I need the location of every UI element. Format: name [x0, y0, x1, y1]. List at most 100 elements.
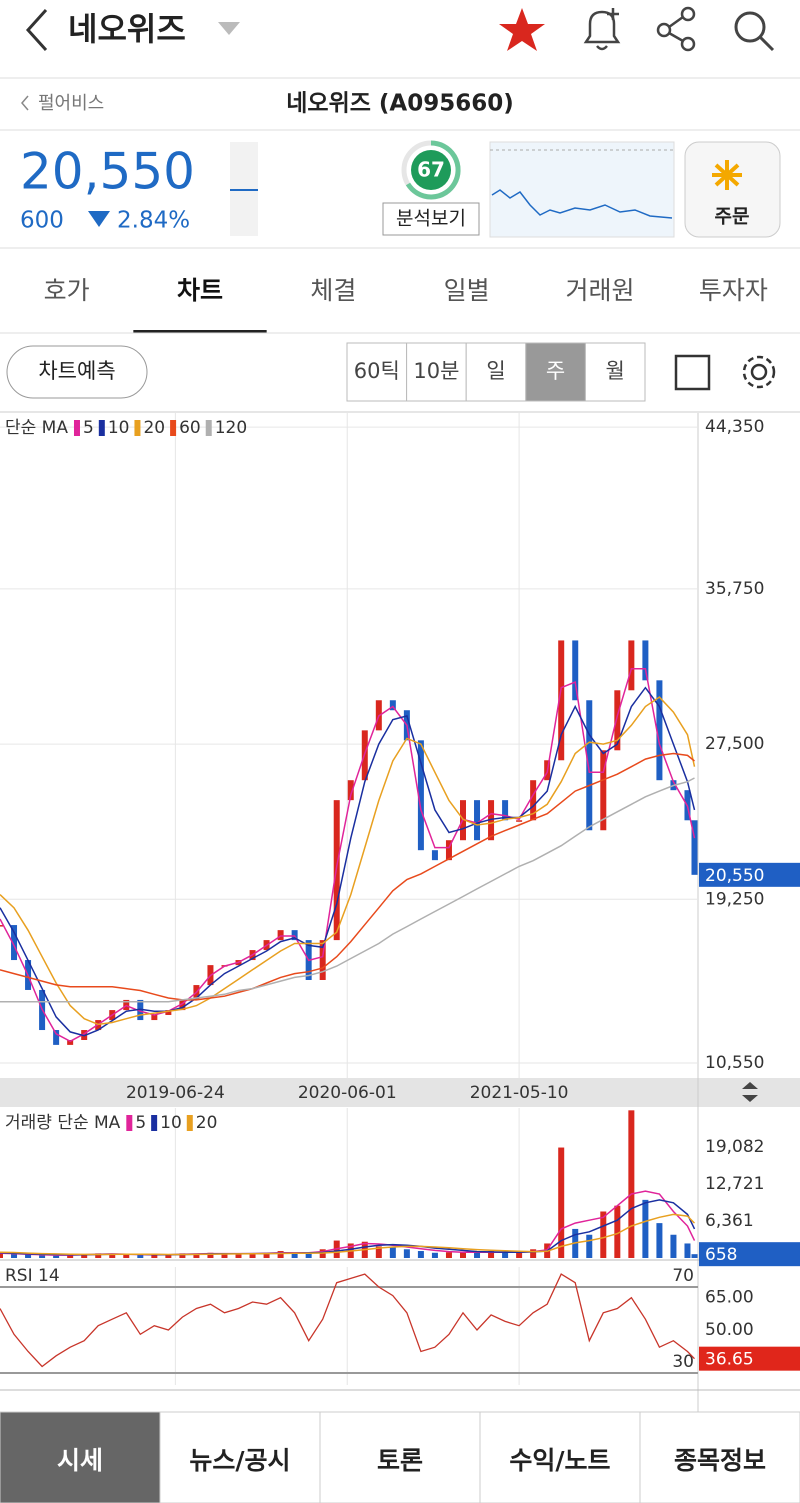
- nav-item[interactable]: [0, 1411, 161, 1503]
- candle: [431, 850, 438, 861]
- candle: [642, 640, 649, 681]
- last-value-tag: [699, 862, 800, 887]
- legend-label: 20: [143, 418, 165, 438]
- predict-label[interactable]: 차트예측: [38, 359, 115, 383]
- volume-bar: [81, 1254, 88, 1258]
- last-value-label: 36.65: [705, 1350, 754, 1370]
- nav-item[interactable]: [319, 1411, 481, 1503]
- tab[interactable]: 일별: [444, 276, 490, 305]
- volume-bar: [165, 1254, 172, 1258]
- candle: [319, 940, 326, 980]
- candle: [0, 925, 3, 927]
- nav-label[interactable]: 시세: [57, 1446, 103, 1475]
- price-change: 600: [20, 208, 64, 234]
- volume-bar: [249, 1253, 256, 1258]
- candle: [600, 750, 607, 831]
- tab-underline: [133, 330, 267, 333]
- volume-bar: [207, 1252, 214, 1258]
- period-button[interactable]: [525, 342, 586, 402]
- period-button[interactable]: [584, 342, 646, 402]
- volume-bar: [277, 1251, 284, 1258]
- candle: [277, 930, 284, 941]
- ma-line: [0, 1213, 696, 1256]
- legend-label: 20: [196, 1113, 218, 1133]
- tab[interactable]: 차트: [177, 276, 223, 305]
- search-icon[interactable]: [734, 11, 775, 52]
- alert-icon[interactable]: [583, 10, 621, 51]
- volume-bar: [305, 1252, 312, 1258]
- tab[interactable]: 투자자: [699, 276, 768, 305]
- volume-bar: [109, 1253, 116, 1258]
- x-tick-label: 2019-06-24: [126, 1083, 225, 1103]
- score: 67: [417, 158, 445, 182]
- panel-resize-icon[interactable]: [742, 1082, 758, 1102]
- volume-bar: [0, 1252, 3, 1258]
- share-icon[interactable]: [656, 6, 696, 52]
- volume-bar: [95, 1253, 102, 1258]
- period-label[interactable]: 10분: [413, 359, 459, 383]
- settings-icon[interactable]: [742, 355, 776, 389]
- analysis-button[interactable]: [382, 202, 480, 236]
- tab[interactable]: 거래원: [565, 276, 634, 305]
- candle: [445, 840, 452, 861]
- rsi-line: [0, 1273, 695, 1368]
- predict-button[interactable]: [6, 345, 148, 399]
- legend-title: 거래량 단순 MA: [5, 1113, 121, 1133]
- volume-bar: [614, 1205, 621, 1258]
- order-button[interactable]: [684, 141, 781, 238]
- candle: [614, 690, 621, 751]
- nav-item[interactable]: [479, 1411, 641, 1503]
- candle: [291, 930, 298, 941]
- dropdown-icon[interactable]: [218, 22, 240, 35]
- y-tick-label: 44,350: [705, 417, 764, 437]
- volume-bar: [530, 1249, 537, 1258]
- period-button[interactable]: [346, 342, 408, 402]
- legend-swatch: [73, 420, 80, 436]
- prev-stock[interactable]: 펄어비스: [38, 93, 104, 114]
- volume-bar: [474, 1252, 481, 1258]
- legend-swatch: [98, 420, 105, 436]
- nav-label[interactable]: 뉴스/공시: [189, 1446, 290, 1475]
- period-label[interactable]: 일: [486, 359, 505, 383]
- bottom-nav: 시세 뉴스/공시 토론 수익/노트 종목정보: [0, 1411, 800, 1503]
- tab[interactable]: 호가: [44, 276, 90, 305]
- period-label[interactable]: 월: [606, 359, 625, 383]
- level-label: 70: [672, 1266, 694, 1286]
- period-label[interactable]: 60틱: [354, 359, 400, 383]
- nav-label[interactable]: 종목정보: [674, 1446, 766, 1475]
- stock-title[interactable]: 네오위즈: [68, 10, 186, 48]
- period-label[interactable]: 주: [546, 359, 565, 383]
- x-tick-label: 2021-05-10: [470, 1083, 569, 1103]
- volume-bar: [25, 1254, 32, 1258]
- sparkline-box: [489, 141, 675, 238]
- y-tick-label: 35,750: [705, 579, 764, 599]
- volume-bar: [235, 1253, 242, 1258]
- analysis-label[interactable]: 분석보기: [396, 208, 466, 230]
- nav-label[interactable]: 수익/노트: [509, 1446, 610, 1475]
- back-button[interactable]: [25, 8, 48, 52]
- tab[interactable]: 체결: [310, 276, 356, 305]
- favorite-star[interactable]: [499, 8, 545, 51]
- volume-bar: [39, 1255, 46, 1258]
- nav-item[interactable]: [639, 1411, 800, 1503]
- nav-item[interactable]: [159, 1411, 321, 1503]
- volume-bar: [53, 1255, 60, 1258]
- period-button[interactable]: [465, 342, 527, 402]
- legend-swatch: [205, 420, 212, 436]
- period-button[interactable]: [406, 342, 467, 402]
- fullscreen-icon[interactable]: [674, 354, 711, 391]
- candle: [11, 925, 18, 961]
- candle: [488, 800, 495, 841]
- volume-bar: [123, 1254, 130, 1258]
- y-tick-label: 10,550: [705, 1053, 764, 1073]
- prev-icon[interactable]: [21, 95, 29, 111]
- indicator-title: RSI 14: [5, 1266, 60, 1286]
- volume-bar: [600, 1211, 607, 1258]
- candle: [53, 1030, 60, 1045]
- volume-bar: [221, 1254, 228, 1258]
- legend-swatch: [134, 420, 141, 436]
- score-arc: [405, 140, 461, 200]
- nav-label[interactable]: 토론: [377, 1446, 423, 1475]
- order-label[interactable]: 주문: [715, 206, 750, 228]
